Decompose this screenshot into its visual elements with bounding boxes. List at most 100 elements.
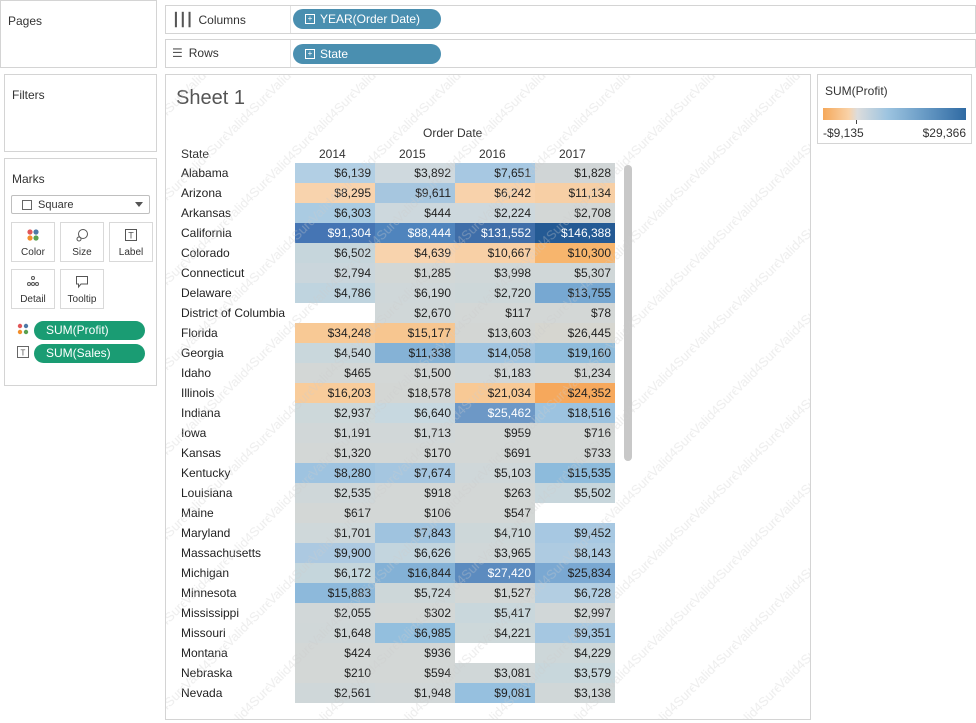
heatmap-cell[interactable]: $6,242 — [455, 183, 535, 203]
state-label[interactable]: Missouri — [181, 626, 226, 640]
state-label[interactable]: Louisiana — [181, 486, 233, 500]
state-label[interactable]: Michigan — [181, 566, 230, 580]
heatmap-cell[interactable]: $918 — [375, 483, 455, 503]
expand-plus-icon[interactable]: + — [305, 14, 315, 24]
heatmap-cell[interactable]: $9,611 — [375, 183, 455, 203]
heatmap-cell[interactable]: $15,177 — [375, 323, 455, 343]
state-label[interactable]: Arkansas — [181, 206, 232, 220]
heatmap-cell[interactable]: $8,295 — [295, 183, 375, 203]
heatmap-cell[interactable]: $1,527 — [455, 583, 535, 603]
heatmap-cell[interactable]: $9,081 — [455, 683, 535, 703]
heatmap-cell[interactable]: $5,307 — [535, 263, 615, 283]
state-label[interactable]: Colorado — [181, 246, 230, 260]
heatmap-cell[interactable]: $18,578 — [375, 383, 455, 403]
size-button[interactable]: Size — [60, 222, 104, 262]
heatmap-cell[interactable]: $34,248 — [295, 323, 375, 343]
heatmap-cell[interactable]: $1,648 — [295, 623, 375, 643]
heatmap-cell[interactable]: $9,452 — [535, 523, 615, 543]
heatmap-cell[interactable]: $1,191 — [295, 423, 375, 443]
mark-type-dropdown[interactable]: Square — [11, 195, 150, 214]
heatmap-cell[interactable]: $5,103 — [455, 463, 535, 483]
heatmap-cell[interactable]: $716 — [535, 423, 615, 443]
state-label[interactable]: Georgia — [181, 346, 224, 360]
tooltip-button[interactable]: Tooltip — [60, 269, 104, 309]
state-label[interactable]: Montana — [181, 646, 228, 660]
state-label[interactable]: Iowa — [181, 426, 207, 440]
heatmap-cell[interactable]: $465 — [295, 363, 375, 383]
state-label[interactable]: Alabama — [181, 166, 229, 180]
color-button[interactable]: Color — [11, 222, 55, 262]
heatmap-cell[interactable]: $21,034 — [455, 383, 535, 403]
heatmap-cell[interactable]: $8,280 — [295, 463, 375, 483]
heatmap-cell[interactable]: $3,965 — [455, 543, 535, 563]
heatmap-cell[interactable]: $594 — [375, 663, 455, 683]
marks-field-sales[interactable]: T SUM(Sales) — [17, 344, 145, 363]
year-header-2014[interactable]: 2014 — [319, 147, 346, 161]
columns-pill-year-order-date[interactable]: + YEAR(Order Date) — [293, 9, 441, 29]
heatmap-cell[interactable]: $6,728 — [535, 583, 615, 603]
state-label[interactable]: Nebraska — [181, 666, 233, 680]
year-header-2017[interactable]: 2017 — [559, 147, 586, 161]
state-label[interactable]: Idaho — [181, 366, 212, 380]
heatmap-cell[interactable]: $2,937 — [295, 403, 375, 423]
heatmap-cell[interactable]: $7,674 — [375, 463, 455, 483]
heatmap-cell[interactable]: $16,844 — [375, 563, 455, 583]
heatmap-cell[interactable]: $6,640 — [375, 403, 455, 423]
profit-color-legend[interactable]: SUM(Profit) -$9,135 $29,366 — [817, 74, 972, 144]
heatmap-cell[interactable]: $27,420 — [455, 563, 535, 583]
heatmap-cell[interactable]: $117 — [455, 303, 535, 323]
heatmap-cell[interactable]: $106 — [375, 503, 455, 523]
rows-pill-state[interactable]: + State — [293, 44, 441, 64]
heatmap-cell[interactable]: $2,055 — [295, 603, 375, 623]
heatmap-cell[interactable]: $617 — [295, 503, 375, 523]
heatmap-cell[interactable]: $13,603 — [455, 323, 535, 343]
state-label[interactable]: Kentucky — [181, 466, 231, 480]
heatmap-cell[interactable]: $210 — [295, 663, 375, 683]
heatmap-cell[interactable]: $6,139 — [295, 163, 375, 183]
heatmap-cell[interactable]: $2,535 — [295, 483, 375, 503]
heatmap-cell[interactable]: $25,462 — [455, 403, 535, 423]
heatmap-cell[interactable]: $170 — [375, 443, 455, 463]
heatmap-cell[interactable]: $547 — [455, 503, 535, 523]
heatmap-cell[interactable]: $936 — [375, 643, 455, 663]
heatmap-cell[interactable]: $1,234 — [535, 363, 615, 383]
heatmap-cell[interactable]: $2,720 — [455, 283, 535, 303]
heatmap-cell[interactable]: $3,138 — [535, 683, 615, 703]
marks-field-profit[interactable]: SUM(Profit) — [17, 321, 145, 340]
heatmap-cell[interactable]: $15,883 — [295, 583, 375, 603]
heatmap-cell[interactable]: $1,701 — [295, 523, 375, 543]
heatmap-cell[interactable]: $4,221 — [455, 623, 535, 643]
state-label[interactable]: District of Columbia — [181, 306, 286, 320]
heatmap-cell[interactable]: $88,444 — [375, 223, 455, 243]
columns-shelf[interactable]: ┃┃┃ Columns + YEAR(Order Date) — [165, 5, 976, 34]
state-label[interactable]: Nevada — [181, 686, 223, 700]
rows-shelf[interactable]: ☰ Rows + State — [165, 39, 976, 68]
state-label[interactable]: Arizona — [181, 186, 222, 200]
state-label[interactable]: Maryland — [181, 526, 231, 540]
heatmap-cell[interactable]: $78 — [535, 303, 615, 323]
heatmap-cell[interactable]: $302 — [375, 603, 455, 623]
state-label[interactable]: Illinois — [181, 386, 215, 400]
heatmap-cell[interactable]: $11,338 — [375, 343, 455, 363]
heatmap-cell[interactable]: $6,172 — [295, 563, 375, 583]
heatmap-cell[interactable]: $444 — [375, 203, 455, 223]
heatmap-cell[interactable]: $3,579 — [535, 663, 615, 683]
heatmap-cell[interactable]: $4,710 — [455, 523, 535, 543]
state-label[interactable]: Indiana — [181, 406, 221, 420]
detail-button[interactable]: Detail — [11, 269, 55, 309]
heatmap-cell[interactable]: $3,998 — [455, 263, 535, 283]
sum-sales-pill[interactable]: SUM(Sales) — [34, 344, 145, 363]
year-header-2015[interactable]: 2015 — [399, 147, 426, 161]
state-label[interactable]: Connecticut — [181, 266, 245, 280]
heatmap-cell[interactable]: $4,639 — [375, 243, 455, 263]
label-button[interactable]: T Label — [109, 222, 153, 262]
heatmap-cell[interactable] — [455, 643, 535, 663]
heatmap-cell[interactable]: $1,320 — [295, 443, 375, 463]
heatmap-cell[interactable]: $6,190 — [375, 283, 455, 303]
heatmap-cell[interactable]: $16,203 — [295, 383, 375, 403]
heatmap-cell[interactable]: $14,058 — [455, 343, 535, 363]
heatmap-cell[interactable]: $959 — [455, 423, 535, 443]
state-label[interactable]: Kansas — [181, 446, 222, 460]
heatmap-cell[interactable]: $26,445 — [535, 323, 615, 343]
heatmap-cell[interactable]: $24,352 — [535, 383, 615, 403]
